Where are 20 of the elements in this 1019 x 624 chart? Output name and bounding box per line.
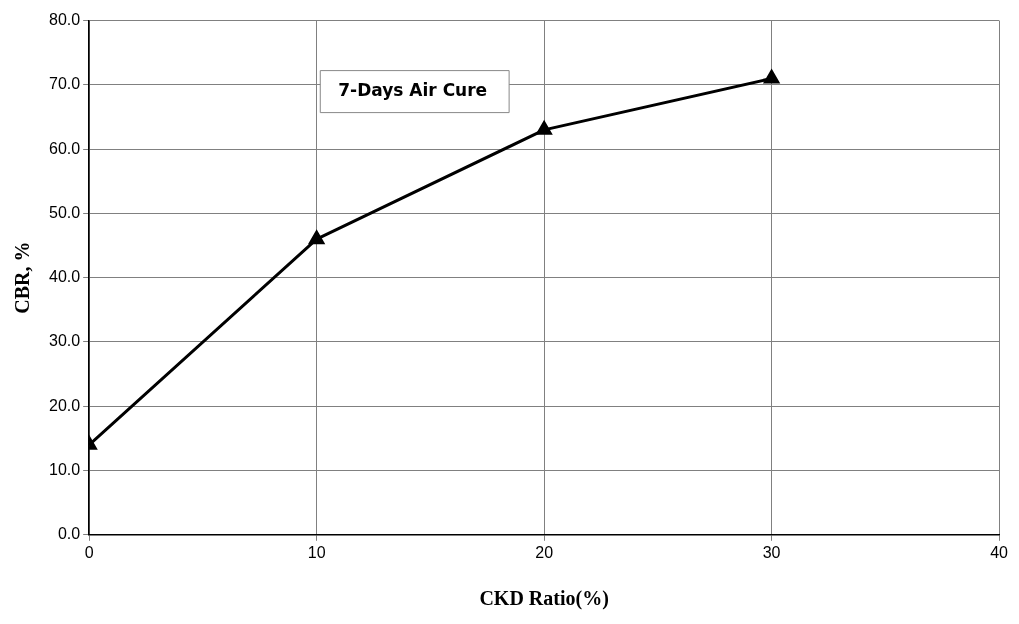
x-axis-title: CKD Ratio(%) [479,587,609,611]
x-tick-label: 30 [762,543,781,561]
y-tick-label: 20.0 [49,396,81,414]
x-tick-label: 0 [84,543,94,561]
point [309,230,325,245]
x-tick-label: 10 [307,543,326,561]
y-tick-label: 80.0 [49,11,81,29]
y-tick-label: 60.0 [49,139,81,157]
point [764,69,780,84]
y-axis-title: CBR, % [11,241,34,314]
y-tick-label: 50.0 [49,203,81,221]
annotation: 7-Days Air Cure [338,80,488,101]
y-tick-label: 40.0 [49,268,81,286]
x-tick-label: 40 [990,543,1009,561]
y-tick-label: 10.0 [49,460,81,478]
y-tick-label: 0.0 [57,525,81,543]
x-tick-label: 20 [535,543,554,561]
y-tick-label: 70.0 [49,75,81,93]
y-tick-label: 30.0 [49,332,81,350]
point [536,121,552,135]
